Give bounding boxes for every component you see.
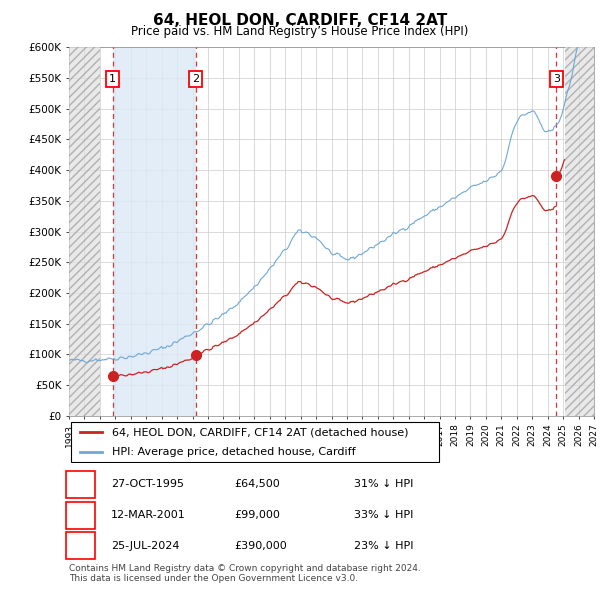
Text: 31% ↓ HPI: 31% ↓ HPI [354,480,413,489]
Text: 3: 3 [77,541,84,550]
Text: 1: 1 [109,74,116,84]
Text: £64,500: £64,500 [234,480,280,489]
Text: 27-OCT-1995: 27-OCT-1995 [111,480,184,489]
FancyBboxPatch shape [71,421,439,463]
Bar [69,47,100,416]
Text: £390,000: £390,000 [234,541,287,550]
Text: Price paid vs. HM Land Registry’s House Price Index (HPI): Price paid vs. HM Land Registry’s House … [131,25,469,38]
Text: Contains HM Land Registry data © Crown copyright and database right 2024.
This d: Contains HM Land Registry data © Crown c… [69,563,421,583]
Text: 2: 2 [77,510,84,520]
Text: 64, HEOL DON, CARDIFF, CF14 2AT: 64, HEOL DON, CARDIFF, CF14 2AT [153,13,447,28]
Bar [565,47,594,416]
Text: 1: 1 [77,480,84,489]
Text: 25-JUL-2024: 25-JUL-2024 [111,541,179,550]
Text: 64, HEOL DON, CARDIFF, CF14 2AT (detached house): 64, HEOL DON, CARDIFF, CF14 2AT (detache… [112,427,408,437]
Text: 2: 2 [192,74,199,84]
Text: 33% ↓ HPI: 33% ↓ HPI [354,510,413,520]
Text: 23% ↓ HPI: 23% ↓ HPI [354,541,413,550]
Text: HPI: Average price, detached house, Cardiff: HPI: Average price, detached house, Card… [112,447,355,457]
Text: 12-MAR-2001: 12-MAR-2001 [111,510,186,520]
Text: 3: 3 [553,74,560,84]
Bar [113,47,196,416]
Text: £99,000: £99,000 [234,510,280,520]
